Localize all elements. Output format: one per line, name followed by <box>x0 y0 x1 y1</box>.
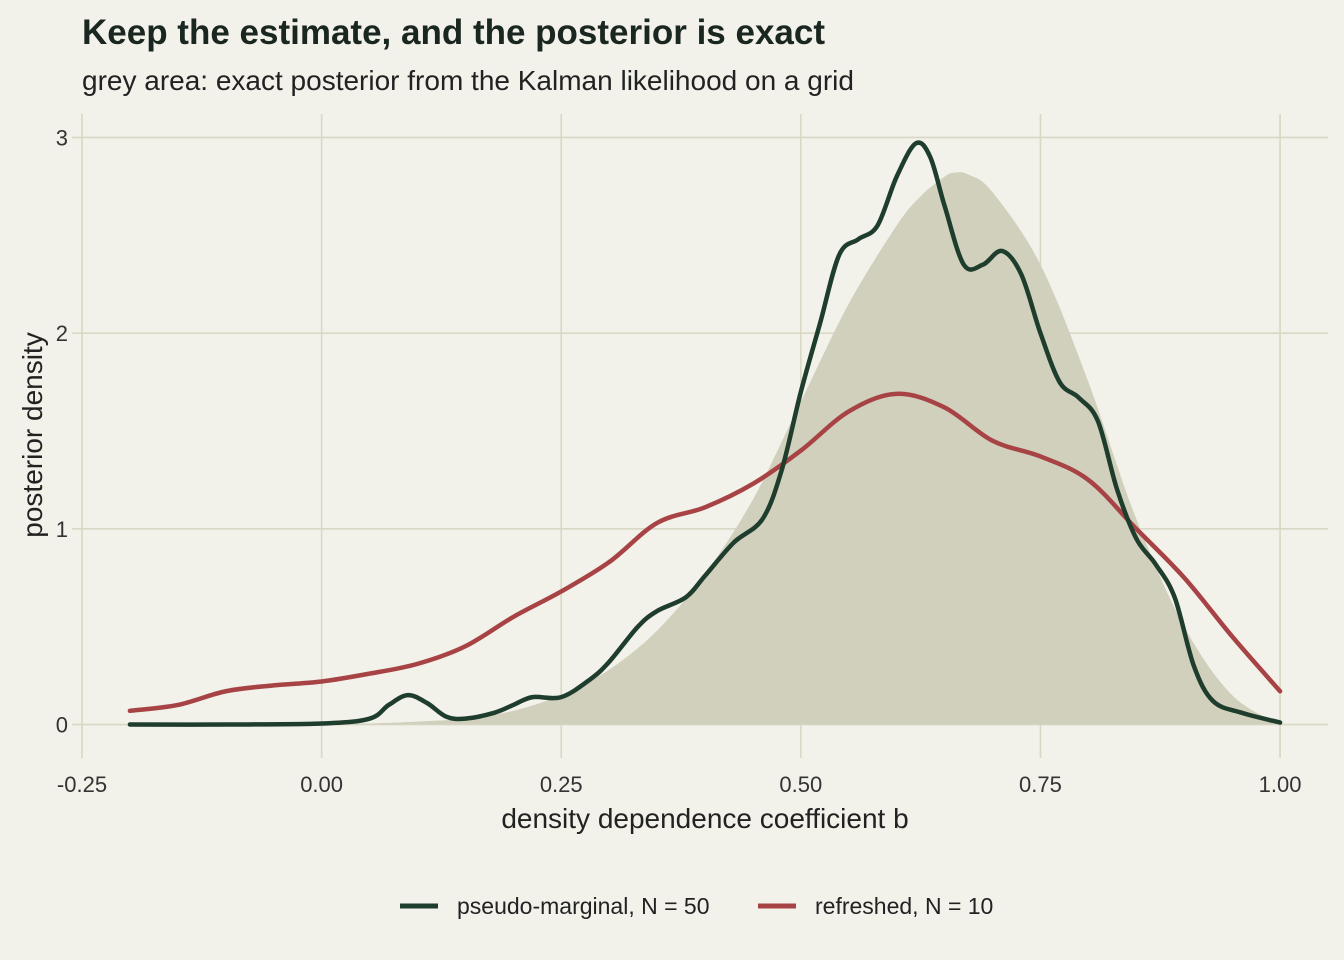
y-tick-label: 3 <box>56 125 68 150</box>
series-line-pseudo-marginal <box>127 140 1283 727</box>
x-tick-label: 0.00 <box>300 772 343 797</box>
legend-item: pseudo-marginal, N = 50 <box>400 893 710 919</box>
y-tick-labels: 0 1 2 3 <box>56 125 68 737</box>
x-axis-title: density dependence coefficient b <box>501 803 908 834</box>
x-tick-label: 0.25 <box>540 772 583 797</box>
series-layer <box>127 140 1283 727</box>
chart-subtitle: grey area: exact posterior from the Kalm… <box>82 65 854 96</box>
x-tick-label: -0.25 <box>57 772 107 797</box>
x-tick-label: 1.00 <box>1259 772 1302 797</box>
chart-title: Keep the estimate, and the posterior is … <box>82 13 825 52</box>
legend-item: refreshed, N = 10 <box>758 893 993 919</box>
y-axis-title: posterior density <box>17 332 48 537</box>
series-line-refreshed <box>127 391 1283 714</box>
x-tick-label: 0.50 <box>779 772 822 797</box>
y-tick-label: 0 <box>56 713 68 738</box>
y-tick-label: 2 <box>56 321 68 346</box>
x-tick-labels: -0.25 0.00 0.25 0.50 0.75 1.00 <box>57 772 1302 797</box>
legend-label: refreshed, N = 10 <box>815 893 993 919</box>
legend: pseudo-marginal, N = 50 refreshed, N = 10 <box>400 893 993 919</box>
y-tick-label: 1 <box>56 517 68 542</box>
legend-label: pseudo-marginal, N = 50 <box>457 893 710 919</box>
x-tick-label: 0.75 <box>1019 772 1062 797</box>
